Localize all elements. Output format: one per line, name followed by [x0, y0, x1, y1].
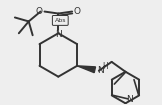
Text: O: O	[35, 7, 42, 16]
FancyBboxPatch shape	[52, 16, 68, 25]
Text: N: N	[97, 66, 104, 75]
Text: H: H	[102, 62, 108, 71]
Text: N: N	[127, 95, 133, 104]
Text: O: O	[73, 7, 80, 16]
Text: Abs: Abs	[55, 18, 66, 23]
Text: N: N	[55, 30, 62, 39]
Polygon shape	[77, 66, 96, 73]
